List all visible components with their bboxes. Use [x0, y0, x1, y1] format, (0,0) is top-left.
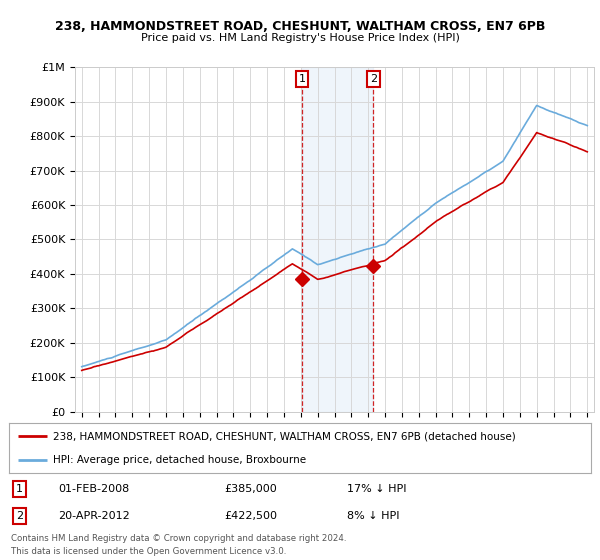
Text: 20-APR-2012: 20-APR-2012 — [58, 511, 130, 521]
Text: HPI: Average price, detached house, Broxbourne: HPI: Average price, detached house, Brox… — [53, 455, 306, 465]
Text: Contains HM Land Registry data © Crown copyright and database right 2024.
This d: Contains HM Land Registry data © Crown c… — [11, 534, 346, 556]
Text: 2: 2 — [370, 74, 377, 84]
Text: 238, HAMMONDSTREET ROAD, CHESHUNT, WALTHAM CROSS, EN7 6PB (detached house): 238, HAMMONDSTREET ROAD, CHESHUNT, WALTH… — [53, 431, 515, 441]
Text: 1: 1 — [299, 74, 305, 84]
Text: 2: 2 — [16, 511, 23, 521]
Text: £385,000: £385,000 — [224, 484, 277, 494]
Text: 8% ↓ HPI: 8% ↓ HPI — [347, 511, 399, 521]
Bar — [302, 67, 373, 412]
Text: £422,500: £422,500 — [224, 511, 277, 521]
Text: Price paid vs. HM Land Registry's House Price Index (HPI): Price paid vs. HM Land Registry's House … — [140, 33, 460, 43]
Text: 01-FEB-2008: 01-FEB-2008 — [58, 484, 130, 494]
Text: 1: 1 — [16, 484, 23, 494]
Text: 238, HAMMONDSTREET ROAD, CHESHUNT, WALTHAM CROSS, EN7 6PB: 238, HAMMONDSTREET ROAD, CHESHUNT, WALTH… — [55, 20, 545, 34]
Text: 17% ↓ HPI: 17% ↓ HPI — [347, 484, 406, 494]
